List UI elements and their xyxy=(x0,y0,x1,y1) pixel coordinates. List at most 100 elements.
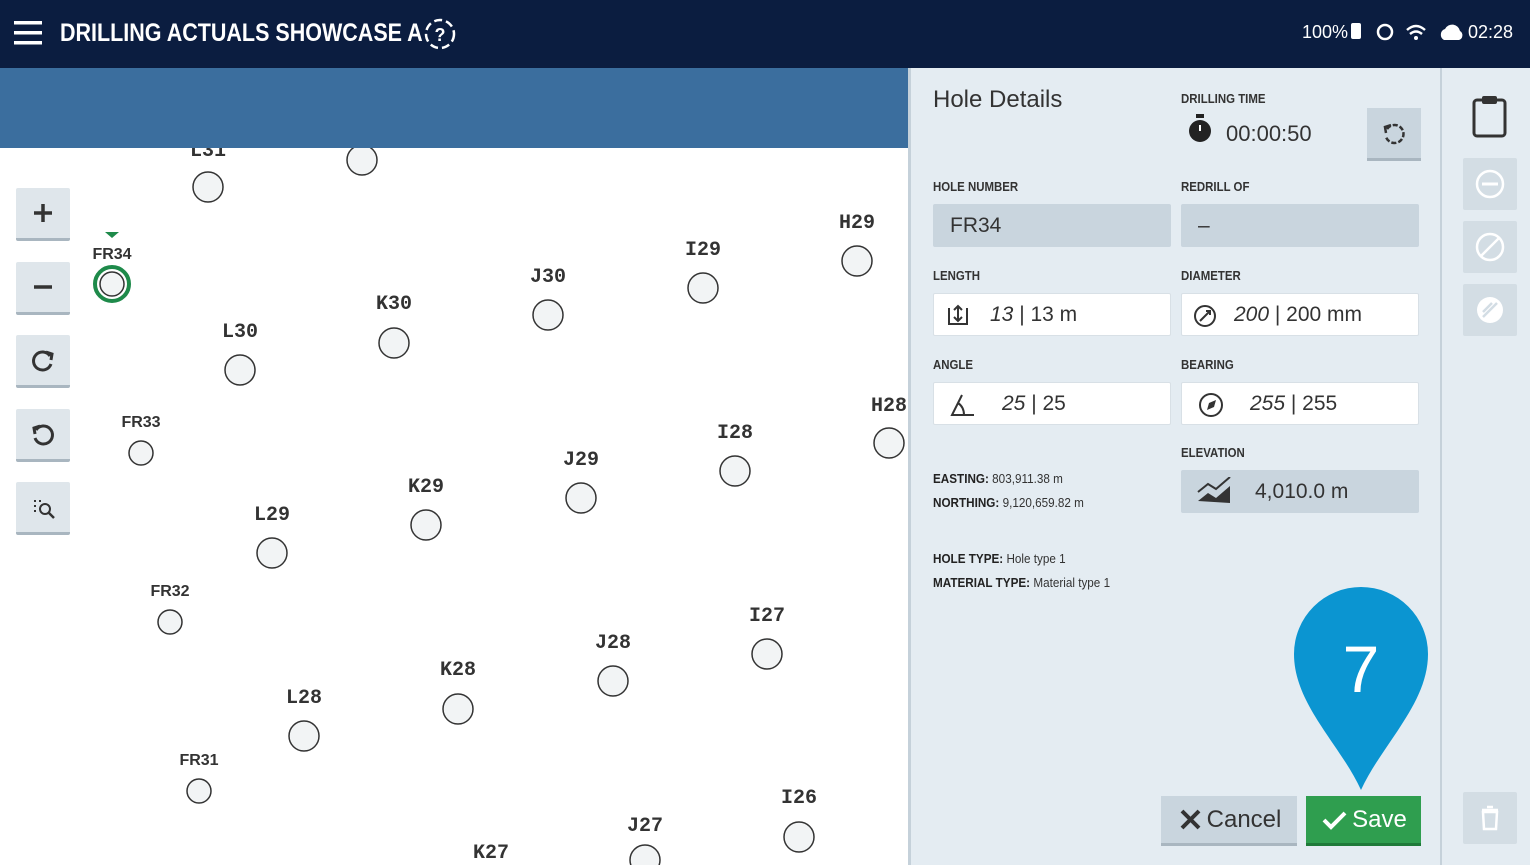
hole xyxy=(687,272,719,304)
hole xyxy=(719,455,751,487)
redrill-button[interactable] xyxy=(1463,284,1517,336)
map-toolbar xyxy=(0,68,908,148)
hole xyxy=(783,821,815,853)
hole-label: I28 xyxy=(717,422,753,445)
map: L31FR34L30K30J30I29H29FR33L29K29J29I28H2… xyxy=(92,140,907,865)
hole-label: L29 xyxy=(254,504,290,527)
redrill-value: – xyxy=(1198,213,1210,237)
hole-label: L30 xyxy=(222,321,258,344)
hole-label: J27 xyxy=(627,815,663,838)
hole-label: H29 xyxy=(839,212,875,235)
redrill-label: REDRILL OF xyxy=(1181,179,1250,194)
top-bar: DRILLING ACTUALS SHOWCASE A ? 100% 02:28 xyxy=(0,0,1530,68)
save-button[interactable]: Save xyxy=(1306,796,1421,846)
undo-button[interactable] xyxy=(16,409,70,462)
diameter-actual: 200 xyxy=(1234,302,1270,326)
hole xyxy=(565,482,597,514)
northing-value: 9,120,659.82 m xyxy=(1002,495,1084,510)
length-actual: 13 xyxy=(990,302,1014,326)
reset-timer-button[interactable] xyxy=(1367,108,1421,161)
hole-type: HOLE TYPE: Hole type 1 xyxy=(933,551,1066,566)
step-number: 7 xyxy=(1343,632,1380,706)
bearing-actual: 255 xyxy=(1250,391,1286,415)
menu-icon[interactable] xyxy=(14,20,42,46)
hole xyxy=(186,778,212,804)
hole xyxy=(873,427,905,459)
help-icon[interactable]: ? xyxy=(423,17,457,51)
drilling-time-value: 00:00:50 xyxy=(1226,121,1312,146)
angle-label: ANGLE xyxy=(933,357,974,372)
clock: 02:28 xyxy=(1468,22,1514,42)
hole-label: H28 xyxy=(871,395,907,418)
hole-label: FR32 xyxy=(150,583,189,600)
hole-label: K30 xyxy=(376,293,412,316)
zoom-in-button[interactable] xyxy=(16,188,70,241)
bearing-field[interactable]: 255 | 255 xyxy=(1181,382,1419,425)
cancel-button[interactable]: Cancel xyxy=(1161,796,1297,846)
material-type-label: MATERIAL TYPE: xyxy=(933,575,1031,590)
hole xyxy=(410,509,442,541)
hole-label: FR31 xyxy=(179,752,218,769)
hole xyxy=(597,665,629,697)
angle-actual: 25 xyxy=(1002,391,1026,415)
block-button[interactable] xyxy=(1463,221,1517,273)
hole-type-label: HOLE TYPE: xyxy=(933,551,1004,566)
hole-label: J28 xyxy=(595,632,631,655)
bearing-planned: | 255 xyxy=(1290,391,1338,415)
northing-label: NORTHING: xyxy=(933,495,1000,510)
hole xyxy=(346,144,378,176)
hole-number-value: FR34 xyxy=(950,213,1002,237)
hole xyxy=(751,638,783,670)
timer-icon xyxy=(1189,114,1211,142)
hole-label: I27 xyxy=(749,605,785,628)
easting-value: 803,911.38 m xyxy=(992,471,1063,486)
elevation-value: 4,010.0 m xyxy=(1255,479,1349,503)
hole xyxy=(157,609,183,635)
hole xyxy=(224,354,256,386)
length-planned: | 13 m xyxy=(1019,302,1078,326)
length-label: LENGTH xyxy=(933,268,981,283)
hole xyxy=(532,299,564,331)
delete-button[interactable] xyxy=(1463,792,1517,844)
zoom-fit-button[interactable] xyxy=(16,482,70,535)
panel-title: Hole Details xyxy=(933,86,1063,113)
hole-number-label: HOLE NUMBER xyxy=(933,179,1019,194)
diameter-label: DIAMETER xyxy=(1181,268,1241,283)
hole-details-panel: Hole Details DRILLING TIME 00:00:50 HOLE… xyxy=(908,68,1440,865)
elevation-label: ELEVATION xyxy=(1181,445,1245,460)
hole xyxy=(256,537,288,569)
diameter-field[interactable]: 200 | 200 mm xyxy=(1181,293,1419,336)
elevation-field[interactable]: 4,010.0 m xyxy=(1181,470,1419,513)
hole xyxy=(128,440,154,466)
diameter-planned: | 200 mm xyxy=(1274,302,1363,326)
status-icons xyxy=(1351,23,1426,41)
hole-label: J29 xyxy=(563,449,599,472)
redrill-field[interactable]: – xyxy=(1181,204,1419,247)
hole-label: J30 xyxy=(530,266,566,289)
zoom-out-button[interactable] xyxy=(16,262,70,315)
easting: EASTING: 803,911.38 m xyxy=(933,471,1063,486)
angle-field[interactable]: 25 | 25 xyxy=(933,382,1171,425)
selected-pointer xyxy=(105,232,119,238)
redo-button[interactable] xyxy=(16,335,70,388)
app-title: DRILLING ACTUALS SHOWCASE A xyxy=(60,19,423,47)
bearing-label: BEARING xyxy=(1181,357,1234,372)
length-field[interactable]: 13 | 13 m xyxy=(933,293,1171,336)
hole-label: FR33 xyxy=(121,414,160,431)
hole-label: FR34 xyxy=(92,246,131,263)
northing: NORTHING: 9,120,659.82 m xyxy=(933,495,1084,510)
hole-number-field[interactable]: FR34 xyxy=(933,204,1171,247)
hole-label: I29 xyxy=(685,239,721,262)
hole xyxy=(629,844,661,865)
svg-text:?: ? xyxy=(435,25,446,45)
hole xyxy=(442,693,474,725)
clipboard-button[interactable] xyxy=(1470,94,1510,140)
hole-type-value: Hole type 1 xyxy=(1006,551,1066,566)
step-marker: 7 xyxy=(1294,587,1428,790)
hole-label: L28 xyxy=(286,687,322,710)
easting-label: EASTING: xyxy=(933,471,989,486)
hole xyxy=(841,245,873,277)
hole-label: K29 xyxy=(408,476,444,499)
remove-button[interactable] xyxy=(1463,158,1517,210)
